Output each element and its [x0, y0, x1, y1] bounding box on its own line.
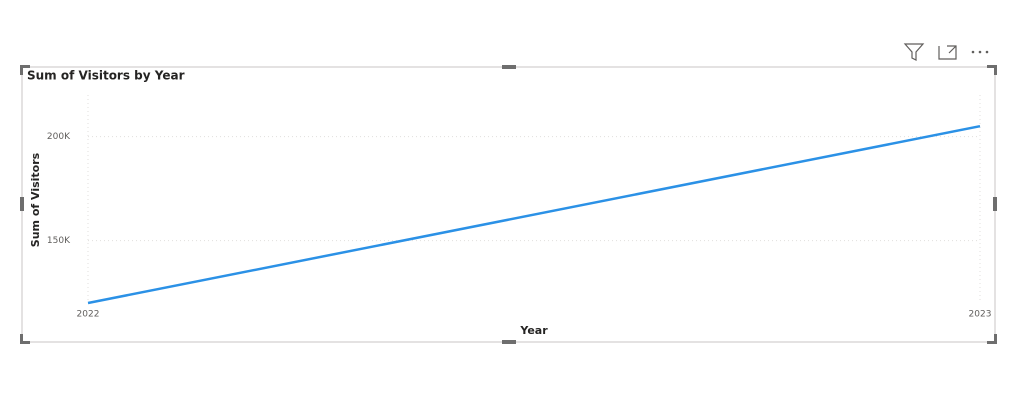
x-tick-label: 2022 [77, 310, 100, 320]
y-tick-label: 150K [47, 236, 71, 246]
focus-icon[interactable] [938, 45, 957, 60]
more-icon[interactable] [971, 50, 989, 54]
filter-icon[interactable] [903, 43, 925, 61]
resize-handles [20, 65, 997, 344]
visual-border [21, 66, 996, 343]
y-tick-label: 200K [47, 132, 71, 142]
y-axis-title: Sum of Visitors [29, 152, 42, 247]
x-tick-label: 2023 [969, 310, 992, 320]
x-axis-title: Year [519, 324, 548, 337]
line [87, 124, 981, 305]
header-icons[interactable] [903, 43, 957, 61]
chart-title: Sum of Visitors by Year [27, 69, 185, 83]
